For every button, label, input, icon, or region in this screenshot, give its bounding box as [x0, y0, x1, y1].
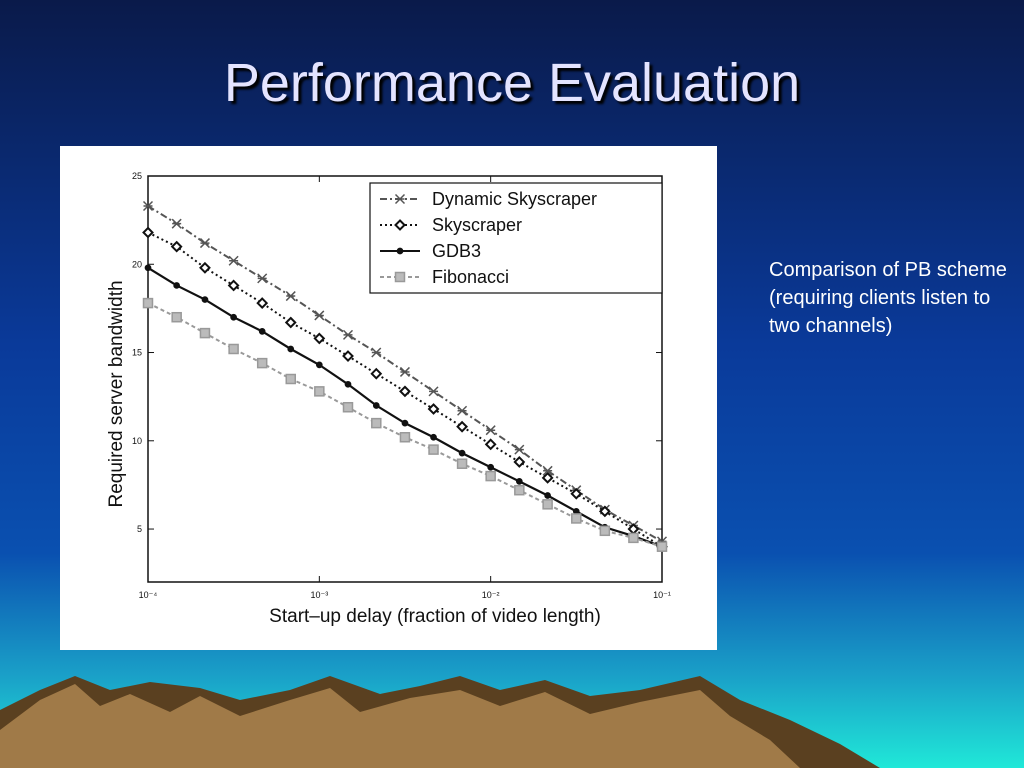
- marker: [170, 240, 183, 253]
- chart: 5 10 15 20 25 10⁻⁴ 10⁻³ 10⁻² 10⁻¹ Start–up delay …: [60, 146, 717, 650]
- marker: [544, 492, 551, 499]
- mountains-light: [0, 684, 800, 768]
- marker: [228, 343, 239, 355]
- x-tick-label: 10⁻¹: [653, 590, 671, 600]
- marker: [142, 200, 154, 212]
- marker: [394, 219, 406, 231]
- marker: [487, 463, 495, 471]
- marker: [542, 465, 553, 476]
- x-tick-label: 10⁻³: [310, 590, 328, 600]
- marker: [458, 449, 466, 457]
- marker: [313, 332, 326, 345]
- marker: [370, 367, 383, 380]
- slide-note: Comparison of PB scheme (requiring clien…: [769, 259, 1007, 337]
- marker: [227, 279, 240, 292]
- marker: [372, 402, 380, 409]
- marker: [485, 425, 496, 436]
- marker: [199, 327, 211, 339]
- marker: [256, 357, 268, 369]
- marker: [598, 505, 611, 518]
- marker: [399, 385, 411, 398]
- marker: [314, 310, 325, 321]
- y-tick-label: 10: [132, 436, 142, 446]
- marker: [285, 291, 296, 302]
- marker: [485, 470, 496, 482]
- marker: [284, 316, 297, 329]
- marker: [285, 373, 296, 385]
- legend-label: Fibonacci: [432, 267, 509, 287]
- marker: [171, 311, 182, 323]
- marker: [144, 264, 152, 272]
- marker: [287, 345, 295, 353]
- marker: [396, 247, 404, 255]
- y-tick-label: 20: [132, 259, 142, 269]
- marker: [371, 347, 382, 358]
- marker: [401, 419, 409, 427]
- marker: [201, 296, 209, 303]
- marker: [256, 297, 269, 310]
- marker: [314, 386, 325, 397]
- marker: [230, 313, 237, 321]
- slide-title: Performance Evaluation: [223, 53, 801, 113]
- legend-box: [369, 182, 663, 294]
- legend-label: Skyscraper: [432, 215, 522, 235]
- marker: [171, 218, 182, 229]
- marker: [542, 499, 553, 510]
- marker: [399, 366, 410, 377]
- marker: [656, 541, 668, 552]
- y-axis-label: Required server bandwidth: [106, 280, 127, 507]
- marker: [173, 282, 181, 289]
- marker: [142, 226, 154, 239]
- x-tick-label: 10⁻²: [482, 590, 500, 600]
- x-tick-label: 10⁻⁴: [139, 590, 158, 600]
- marker: [394, 193, 406, 205]
- marker: [571, 513, 582, 524]
- marker: [258, 327, 266, 335]
- marker: [199, 238, 210, 249]
- marker: [342, 329, 354, 340]
- marker: [315, 361, 323, 369]
- marker: [344, 380, 352, 388]
- marker: [457, 405, 468, 416]
- marker: [456, 420, 468, 433]
- marker: [430, 433, 437, 441]
- marker: [399, 432, 411, 443]
- x-axis-label: Start–up delay (fraction of video length…: [269, 606, 601, 627]
- y-tick-label: 25: [132, 171, 142, 181]
- marker: [514, 444, 525, 455]
- y-tick-label: 15: [132, 348, 142, 358]
- marker: [228, 255, 239, 266]
- marker: [142, 297, 154, 309]
- y-tick-label: 5: [137, 524, 142, 534]
- marker: [427, 403, 440, 415]
- marker: [428, 386, 439, 397]
- plot-frame: [147, 175, 663, 583]
- marker: [342, 350, 354, 362]
- marker: [428, 444, 439, 455]
- marker: [371, 417, 382, 429]
- marker: [456, 458, 468, 469]
- legend-label: GDB3: [432, 241, 481, 261]
- marker: [514, 484, 525, 496]
- marker: [342, 401, 354, 413]
- marker: [257, 273, 268, 284]
- marker: [628, 532, 639, 544]
- marker: [599, 525, 611, 537]
- legend-label: Dynamic Skyscraper: [432, 189, 597, 209]
- marker: [394, 271, 406, 283]
- marker: [199, 261, 211, 274]
- marker: [513, 456, 526, 468]
- marker: [515, 478, 523, 485]
- marker: [541, 471, 554, 484]
- marker: [484, 438, 497, 451]
- marker: [570, 487, 583, 500]
